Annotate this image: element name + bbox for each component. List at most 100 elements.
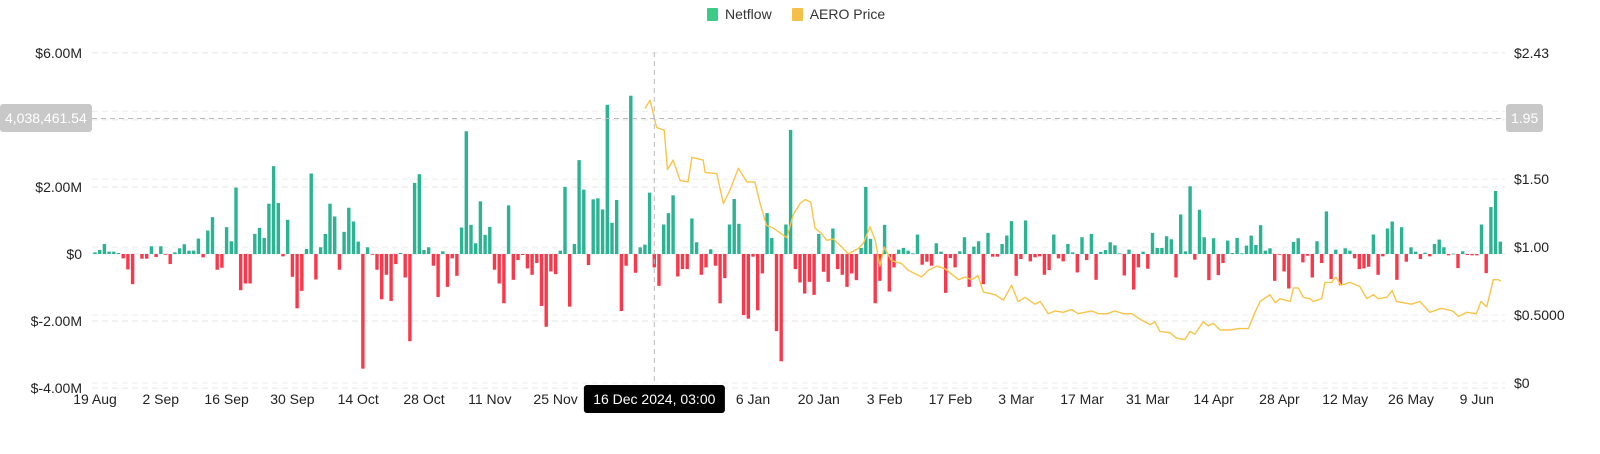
netflow-bar[interactable]	[1357, 254, 1361, 270]
netflow-bar[interactable]	[525, 254, 530, 269]
netflow-bar[interactable]	[1367, 254, 1371, 267]
netflow-bar[interactable]	[577, 160, 581, 254]
netflow-bar[interactable]	[173, 252, 177, 254]
netflow-bar[interactable]	[365, 247, 370, 254]
netflow-bar[interactable]	[718, 254, 722, 304]
netflow-bar[interactable]	[770, 237, 774, 254]
netflow-bar[interactable]	[314, 254, 318, 280]
netflow-bar[interactable]	[1287, 254, 1291, 289]
netflow-bar[interactable]	[1113, 245, 1117, 254]
netflow-bar[interactable]	[1390, 221, 1394, 254]
netflow-bar[interactable]	[1028, 254, 1032, 262]
netflow-bar[interactable]	[887, 254, 891, 292]
netflow-bar[interactable]	[1277, 254, 1282, 255]
netflow-bar[interactable]	[657, 254, 661, 286]
netflow-bar[interactable]	[1498, 241, 1502, 254]
netflow-bar[interactable]	[1202, 237, 1206, 254]
netflow-bar[interactable]	[972, 246, 976, 254]
netflow-bar[interactable]	[1099, 251, 1103, 254]
netflow-bar[interactable]	[196, 238, 201, 254]
netflow-bar[interactable]	[732, 199, 736, 254]
netflow-bar[interactable]	[1291, 241, 1296, 254]
netflow-bar[interactable]	[1418, 254, 1423, 260]
netflow-bar[interactable]	[1108, 242, 1112, 254]
netflow-bar[interactable]	[610, 222, 614, 254]
netflow-bar[interactable]	[478, 201, 483, 254]
netflow-bar[interactable]	[163, 254, 168, 255]
netflow-bar[interactable]	[441, 251, 445, 254]
netflow-bar[interactable]	[464, 131, 468, 254]
netflow-bar[interactable]	[1038, 254, 1042, 257]
netflow-bar[interactable]	[224, 227, 229, 254]
netflow-bar[interactable]	[1362, 254, 1366, 269]
netflow-bar[interactable]	[803, 254, 807, 294]
netflow-bar[interactable]	[1489, 207, 1493, 254]
netflow-bar[interactable]	[408, 254, 412, 342]
netflow-bar[interactable]	[859, 247, 863, 254]
netflow-bar[interactable]	[553, 254, 558, 275]
netflow-bar[interactable]	[253, 233, 257, 254]
netflow-bar[interactable]	[1221, 254, 1225, 264]
netflow-bar[interactable]	[1009, 221, 1014, 254]
netflow-bar[interactable]	[375, 254, 379, 270]
netflow-bar[interactable]	[948, 254, 953, 259]
netflow-bar[interactable]	[1240, 253, 1244, 255]
netflow-bar[interactable]	[953, 254, 957, 268]
netflow-bar[interactable]	[154, 254, 158, 258]
netflow-bar[interactable]	[694, 242, 699, 254]
netflow-bar[interactable]	[643, 244, 647, 254]
netflow-bar[interactable]	[798, 254, 802, 283]
netflow-bar[interactable]	[107, 251, 111, 254]
netflow-bar[interactable]	[854, 254, 859, 281]
netflow-bar[interactable]	[1136, 254, 1141, 268]
netflow-bar[interactable]	[300, 254, 304, 291]
netflow-bar[interactable]	[1395, 254, 1399, 280]
netflow-bar[interactable]	[1442, 247, 1446, 254]
netflow-bar[interactable]	[140, 254, 144, 259]
netflow-bar[interactable]	[1061, 254, 1065, 262]
netflow-bar[interactable]	[629, 95, 633, 254]
netflow-bar[interactable]	[1273, 254, 1277, 281]
netflow-bar[interactable]	[995, 254, 1000, 257]
netflow-bar[interactable]	[558, 250, 562, 254]
netflow-bar[interactable]	[1376, 254, 1380, 275]
netflow-bar[interactable]	[1019, 254, 1023, 260]
netflow-bar[interactable]	[168, 254, 172, 265]
netflow-bar[interactable]	[1122, 254, 1126, 276]
netflow-bar[interactable]	[1075, 254, 1079, 273]
netflow-bar[interactable]	[295, 254, 299, 309]
netflow-bar[interactable]	[309, 173, 313, 254]
netflow-bar[interactable]	[403, 254, 407, 278]
netflow-bar[interactable]	[784, 224, 788, 254]
netflow-bar[interactable]	[234, 187, 238, 254]
netflow-bar[interactable]	[286, 219, 290, 254]
netflow-bar[interactable]	[619, 254, 624, 312]
netflow-bar[interactable]	[281, 254, 285, 257]
netflow-bar[interactable]	[271, 166, 276, 254]
netflow-bar[interactable]	[182, 244, 186, 254]
netflow-bar[interactable]	[93, 252, 97, 254]
netflow-bar[interactable]	[1461, 251, 1465, 254]
netflow-bar[interactable]	[911, 253, 915, 255]
netflow-bar[interactable]	[1164, 236, 1169, 254]
netflow-bar[interactable]	[1014, 254, 1018, 276]
netflow-bar[interactable]	[600, 209, 605, 254]
netflow-bar[interactable]	[906, 250, 910, 254]
netflow-bar[interactable]	[751, 254, 755, 257]
netflow-bar[interactable]	[1315, 241, 1319, 254]
netflow-bar[interactable]	[873, 254, 877, 304]
netflow-bar[interactable]	[1193, 254, 1197, 260]
netflow-bar[interactable]	[709, 249, 713, 254]
netflow-bar[interactable]	[436, 254, 440, 297]
netflow-bar[interactable]	[1235, 237, 1239, 254]
netflow-bar[interactable]	[276, 203, 280, 254]
netflow-bar[interactable]	[1493, 190, 1498, 254]
netflow-bar[interactable]	[864, 186, 868, 254]
netflow-bar[interactable]	[389, 254, 393, 301]
netflow-bar[interactable]	[304, 248, 309, 254]
netflow-bar[interactable]	[1080, 237, 1084, 254]
netflow-bar[interactable]	[671, 195, 675, 254]
netflow-bar[interactable]	[1211, 238, 1216, 254]
netflow-bar[interactable]	[1207, 254, 1211, 281]
netflow-bar[interactable]	[1066, 243, 1070, 254]
